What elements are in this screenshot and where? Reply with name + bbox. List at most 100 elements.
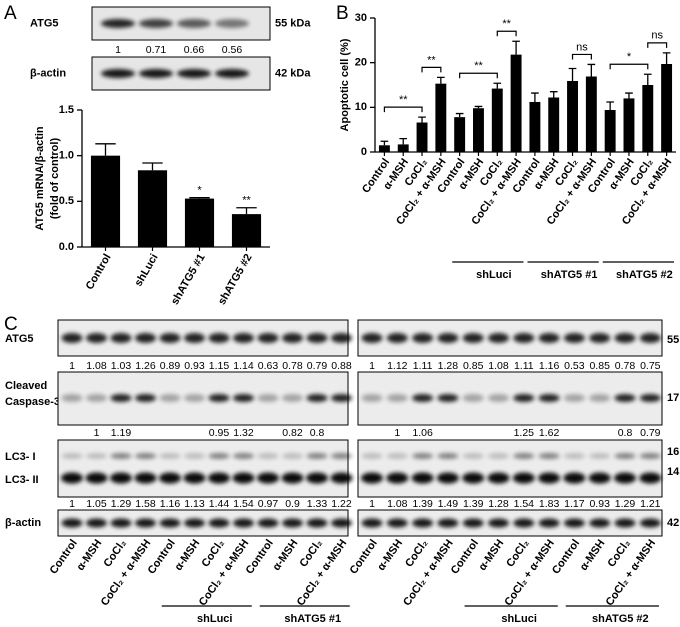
blot-band bbox=[110, 453, 132, 459]
lane-label: Control bbox=[48, 538, 80, 577]
y-tick-label: 10 bbox=[355, 101, 367, 113]
quant-value: 1.26 bbox=[135, 360, 156, 372]
blot-band bbox=[330, 472, 353, 484]
quant-value: 1.29 bbox=[111, 498, 132, 510]
error-bar bbox=[474, 105, 483, 109]
blot-band bbox=[257, 333, 279, 343]
blot-band bbox=[257, 472, 279, 484]
error-bar bbox=[643, 73, 652, 85]
quant-value: 0.95 bbox=[209, 427, 230, 439]
error-bar bbox=[142, 162, 163, 171]
blot-band bbox=[306, 453, 328, 459]
blot-label: ATG5 bbox=[5, 333, 34, 345]
x-tick-label: shLuci bbox=[132, 252, 160, 289]
blot-band bbox=[462, 518, 484, 528]
blot-band bbox=[513, 518, 535, 528]
bracket-label: * bbox=[627, 51, 632, 63]
blot-band bbox=[86, 394, 107, 402]
error-bar bbox=[189, 197, 210, 199]
blot-label: LC3- II bbox=[5, 474, 39, 486]
blot-band bbox=[386, 333, 408, 343]
error-bar bbox=[606, 101, 614, 111]
quant-value: 0.93 bbox=[184, 360, 205, 372]
lane-label: Control bbox=[348, 538, 380, 577]
x-tick-label: Control bbox=[84, 252, 114, 292]
quant-value: 0.8 bbox=[310, 427, 325, 439]
bar bbox=[137, 170, 168, 247]
quant-value: 1.06 bbox=[412, 427, 433, 439]
blot-band bbox=[177, 19, 211, 28]
quant-value: 1.39 bbox=[412, 498, 433, 510]
bar bbox=[642, 85, 654, 152]
significance: ** bbox=[242, 195, 251, 207]
blot-band bbox=[86, 333, 107, 343]
blot-band bbox=[639, 453, 661, 459]
blot-band bbox=[331, 518, 352, 528]
y-tick-label: 30 bbox=[355, 12, 367, 24]
quant-value: 0.9 bbox=[285, 498, 300, 510]
quant-value: 0.85 bbox=[463, 360, 484, 372]
quant-value: 1.03 bbox=[111, 360, 132, 372]
quant-value: 0.56 bbox=[222, 44, 243, 56]
lane-label: α-MSH bbox=[271, 537, 301, 572]
blot-band bbox=[411, 472, 434, 484]
blot-band bbox=[306, 333, 328, 343]
blot-band bbox=[139, 19, 173, 28]
blot-band bbox=[488, 394, 509, 402]
blot-band bbox=[282, 394, 303, 402]
quant-value: 1.16 bbox=[539, 360, 560, 372]
lane-label: CoCl₂ + α-MSH bbox=[604, 537, 659, 608]
quant-value: 1.11 bbox=[514, 360, 534, 372]
blot-band bbox=[563, 518, 585, 528]
blot-label: Caspase-3 bbox=[5, 396, 60, 408]
quant-value: 1.25 bbox=[514, 427, 535, 439]
quant-value: 1.14 bbox=[233, 360, 254, 372]
bar bbox=[661, 64, 673, 152]
blot-band bbox=[462, 394, 484, 402]
blot-band bbox=[233, 394, 254, 402]
blot-band bbox=[488, 518, 509, 528]
blot-label: β-actin bbox=[30, 67, 66, 79]
blot-band bbox=[589, 453, 611, 459]
quant-value: 1.11 bbox=[413, 360, 433, 372]
error-bar bbox=[549, 91, 558, 98]
lane-label: CoCl₂ + α-MSH bbox=[401, 537, 456, 608]
blot-band bbox=[614, 472, 636, 484]
blot-band bbox=[232, 472, 255, 484]
error-bar bbox=[399, 137, 408, 145]
bar bbox=[378, 145, 390, 152]
quant-value: 1 bbox=[94, 427, 100, 439]
blot-band bbox=[513, 394, 535, 402]
quant-value: 1.29 bbox=[615, 498, 636, 510]
blot-band bbox=[282, 333, 303, 343]
blot-band bbox=[538, 472, 561, 484]
blot-band bbox=[412, 394, 434, 402]
blot-label: Cleaved bbox=[5, 380, 47, 392]
blot-band bbox=[614, 394, 636, 402]
blot-band bbox=[436, 472, 459, 484]
blot-band bbox=[538, 518, 560, 528]
blot-band bbox=[306, 394, 328, 402]
quant-value: 1.49 bbox=[438, 498, 459, 510]
quant-value: 0.85 bbox=[589, 360, 610, 372]
blot-band bbox=[563, 453, 585, 459]
quant-value: 0.78 bbox=[615, 360, 636, 372]
quant-value: 0.53 bbox=[564, 360, 585, 372]
quant-value: 1.21 bbox=[640, 498, 661, 510]
blot-band bbox=[233, 518, 254, 528]
quant-value: 1 bbox=[69, 498, 75, 510]
error-bar bbox=[512, 40, 520, 55]
blot-band bbox=[101, 69, 135, 78]
y-axis-label: Apoptotic cell (%) bbox=[339, 38, 351, 131]
bar bbox=[510, 54, 522, 153]
quant-value: 1.16 bbox=[160, 498, 181, 510]
blot-band bbox=[61, 333, 83, 343]
blot-frame bbox=[357, 371, 663, 426]
quant-value: 1.32 bbox=[233, 427, 254, 439]
blot-band bbox=[139, 69, 173, 78]
blot-band bbox=[513, 333, 535, 343]
bracket bbox=[647, 42, 668, 48]
blot-band bbox=[437, 394, 459, 402]
quant-value: 1.08 bbox=[488, 360, 509, 372]
quant-value: 1 bbox=[369, 360, 375, 372]
